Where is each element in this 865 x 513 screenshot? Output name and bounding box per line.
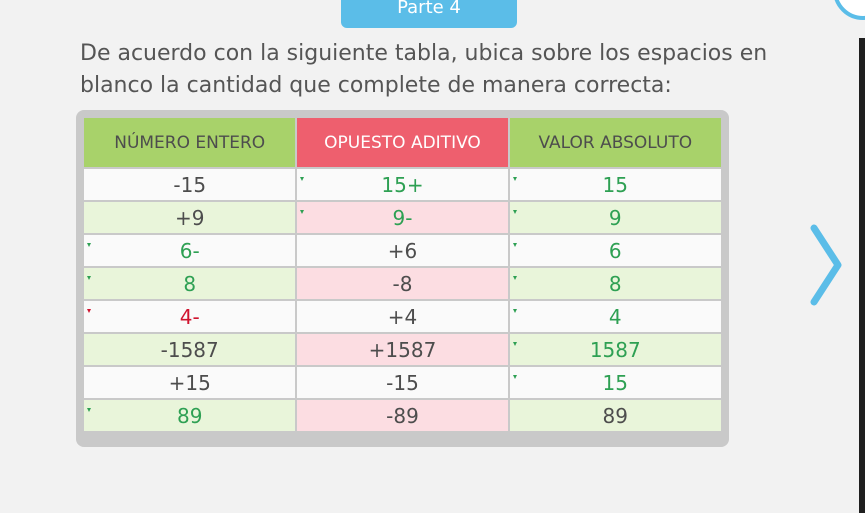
table-row: -1587 +1587 1587 [84,334,721,365]
cell-value: -15 [386,370,419,395]
dropdown-marker-icon [512,243,517,247]
answer-field-valor[interactable]: 6 [509,235,721,266]
cell-value: +15 [168,370,211,395]
dropdown-marker-icon [87,408,91,412]
dropdown-marker-icon [87,276,91,280]
dropdown-marker-icon [512,375,517,379]
cell-value: -89 [386,403,419,428]
table-cell-valor: 89 [509,400,721,431]
table-cell-opuesto: +6 [297,235,508,266]
table-cell-entero: +15 [84,367,296,398]
table-cell-opuesto: +4 [297,301,508,332]
answer-field-entero[interactable]: 4- [84,301,296,332]
answer-table: NÚMERO ENTERO OPUESTO ADITIVO VALOR ABSO… [82,116,723,433]
dropdown-marker-icon [512,210,517,214]
table-cell-entero: -1587 [84,334,296,365]
answer-value: 15 [602,172,628,197]
dropdown-marker-icon [87,243,91,247]
table-cell-opuesto: -15 [297,367,508,398]
answer-field-entero[interactable]: 89 [84,400,296,431]
answer-field-valor[interactable]: 15 [509,367,721,398]
table-row: +9 9- 9 [84,202,721,233]
table-row: 89 -89 89 [84,400,721,431]
table-cell-opuesto: -89 [297,400,508,431]
table-row: 6- +6 6 [84,235,721,266]
answer-value: 89 [176,403,203,428]
cell-value: +1587 [368,337,437,362]
cell-value: 89 [602,403,628,428]
dropdown-marker-icon [300,210,305,214]
table-row: +15 -15 15 [84,367,721,398]
dropdown-marker-icon [300,177,305,181]
answer-field-valor[interactable]: 15 [509,169,721,200]
answer-field-valor[interactable]: 4 [509,301,721,332]
cell-value: -8 [392,271,413,296]
answer-field-entero[interactable]: 8 [84,268,296,299]
answer-field-valor[interactable]: 8 [509,268,721,299]
answer-value: 4 [608,304,622,329]
answer-value: 8 [183,271,197,296]
table-cell-opuesto: -8 [297,268,508,299]
answer-field-valor[interactable]: 1587 [509,334,721,365]
dropdown-marker-icon [87,309,91,313]
answer-value: 8 [608,271,622,296]
cell-value: -15 [173,172,207,197]
dropdown-marker-icon [512,276,517,280]
answer-value: 9- [392,205,413,230]
part-tab: Parte 4 [341,0,517,28]
answer-field-entero[interactable]: 6- [84,235,296,266]
header-row: NÚMERO ENTERO OPUESTO ADITIVO VALOR ABSO… [84,118,721,167]
answer-value: 6 [608,238,622,263]
table-row: 8 -8 8 [84,268,721,299]
cell-value: +4 [387,304,418,329]
instructions-text: De acuerdo con la siguiente tabla, ubica… [80,41,768,98]
table-cell-entero: -15 [84,169,296,200]
column-header-entero: NÚMERO ENTERO [84,118,296,167]
answer-field-valor[interactable]: 9 [509,202,721,233]
dropdown-marker-icon [512,177,517,181]
table-row: -15 15+ 15 [84,169,721,200]
answer-field-opuesto[interactable]: 9- [297,202,508,233]
answer-field-opuesto[interactable]: 15+ [297,169,508,200]
answer-value: 4- [179,304,200,329]
table-cell-opuesto: +1587 [297,334,508,365]
cell-value: +6 [387,238,418,263]
column-header-valor: VALOR ABSOLUTO [509,118,721,167]
table-row: 4- +4 4 [84,301,721,332]
column-header-opuesto: OPUESTO ADITIVO [297,118,508,167]
table-body: -15 15+ 15 +9 9- 9 6- +6 6 8 -8 8 4- +4 4 -1587 +1587 158… [84,169,721,431]
answer-value: 15+ [381,172,424,197]
table-cell-entero: +9 [84,202,296,233]
dropdown-marker-icon [512,342,517,346]
table-frame: NÚMERO ENTERO OPUESTO ADITIVO VALOR ABSO… [76,110,729,447]
dropdown-marker-icon [512,309,517,313]
answer-value: 15 [602,370,628,395]
answer-value: 1587 [589,337,641,362]
corner-circle-button[interactable] [833,0,865,20]
answer-value: 9 [608,205,622,230]
chevron-right-icon[interactable] [806,222,846,308]
right-edge-bar [859,38,865,513]
cell-value: -1587 [160,337,219,362]
answer-value: 6- [179,238,200,263]
cell-value: +9 [174,205,205,230]
